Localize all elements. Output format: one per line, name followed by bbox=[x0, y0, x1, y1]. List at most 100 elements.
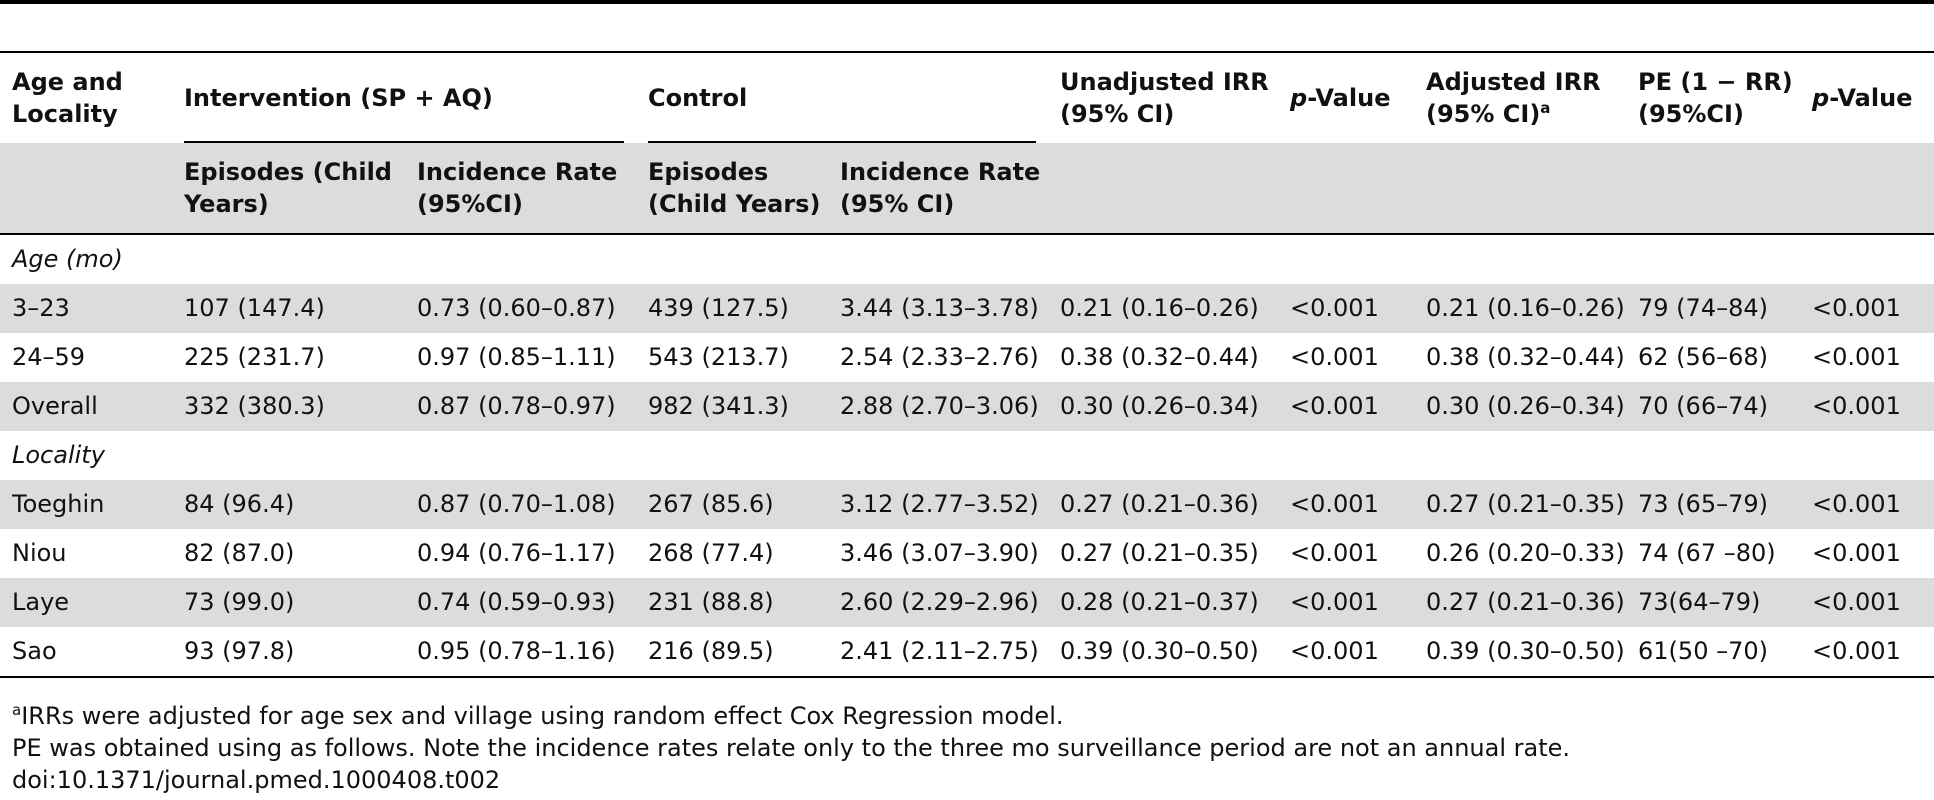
table-cell: 82 (87.0) bbox=[184, 539, 295, 567]
table-cell: <0.001 bbox=[1812, 343, 1901, 371]
section-title: Age (mo) bbox=[12, 245, 123, 273]
table-cell: 982 (341.3) bbox=[636, 382, 829, 431]
table-cell: Laye bbox=[0, 578, 172, 627]
table-cell: 73 (65–79) bbox=[1626, 480, 1801, 529]
table-row: 3–23 107 (147.4) 0.73 (0.60–0.87) 439 (127.… bbox=[0, 284, 1934, 333]
table-cell: 2.88 (2.70–3.06) bbox=[828, 382, 1049, 431]
subheader-blank bbox=[1800, 143, 1934, 234]
table-cell: 0.26 (0.20–0.33) bbox=[1426, 539, 1625, 567]
subheader-blank bbox=[1048, 143, 1279, 234]
table-cell: <0.001 bbox=[1278, 382, 1415, 431]
table-cell: <0.001 bbox=[1290, 343, 1379, 371]
table-cell: 2.60 (2.29–2.96) bbox=[828, 578, 1049, 627]
results-table-container: Age and Locality Intervention (SP + AQ) C… bbox=[0, 51, 1934, 678]
header-row-2: Episodes (Child Years) Incidence Rate (95%… bbox=[0, 143, 1934, 234]
footnote-a: aIRRs were adjusted for age sex and vill… bbox=[12, 701, 1064, 730]
table-cell: 0.95 (0.78–1.16) bbox=[417, 637, 616, 665]
subheader-blank bbox=[1626, 143, 1801, 234]
footnote-pe: PE was obtained using as follows. Note t… bbox=[12, 734, 1571, 762]
table-cell: 225 (231.7) bbox=[184, 343, 325, 371]
table-cell: 0.27 (0.21–0.36) bbox=[1414, 578, 1627, 627]
table-cell: 0.94 (0.76–1.17) bbox=[417, 539, 616, 567]
table-cell: 3–23 bbox=[0, 284, 172, 333]
header-control: Control bbox=[636, 52, 1049, 143]
table-cell: 0.30 (0.26–0.34) bbox=[1048, 382, 1279, 431]
table-cell: 0.74 (0.59–0.93) bbox=[405, 578, 637, 627]
table-cell: Niou bbox=[12, 539, 67, 567]
subheader-blank bbox=[0, 143, 172, 234]
table-cell: <0.001 bbox=[1800, 578, 1934, 627]
table-cell: 543 (213.7) bbox=[648, 343, 789, 371]
table-cell: 73(64–79) bbox=[1626, 578, 1801, 627]
table-cell: Overall bbox=[0, 382, 172, 431]
table-cell: 3.12 (2.77–3.52) bbox=[828, 480, 1049, 529]
header-unadjusted-irr: Unadjusted IRR (95% CI) bbox=[1048, 52, 1279, 143]
table-cell: 3.44 (3.13–3.78) bbox=[828, 284, 1049, 333]
table-cell: <0.001 bbox=[1800, 480, 1934, 529]
table-row: Sao 93 (97.8) 0.95 (0.78–1.16) 216 (89.5) 2.… bbox=[0, 627, 1934, 677]
table-cell: 0.39 (0.30–0.50) bbox=[1060, 637, 1259, 665]
table-row: 24–59 225 (231.7) 0.97 (0.85–1.11) 543 (213… bbox=[0, 333, 1934, 382]
table-cell: 93 (97.8) bbox=[184, 637, 295, 665]
table-cell: 0.21 (0.16–0.26) bbox=[1048, 284, 1279, 333]
table-cell: <0.001 bbox=[1290, 539, 1379, 567]
table-row: Niou 82 (87.0) 0.94 (0.76–1.17) 268 (77.4) 3… bbox=[0, 529, 1934, 578]
header-p-value-2: p-Value bbox=[1800, 52, 1934, 143]
table-cell: Sao bbox=[12, 637, 57, 665]
results-table: Age and Locality Intervention (SP + AQ) C… bbox=[0, 51, 1934, 678]
table-body: Age (mo) 3–23 107 (147.4) 0.73 (0.60–0.87) 4… bbox=[0, 234, 1934, 677]
table-cell: 332 (380.3) bbox=[172, 382, 405, 431]
table-cell: 267 (85.6) bbox=[636, 480, 829, 529]
table-cell: 3.46 (3.07–3.90) bbox=[840, 539, 1039, 567]
subheader-blank bbox=[1414, 143, 1627, 234]
table-cell: <0.001 bbox=[1290, 637, 1379, 665]
table-cell: 231 (88.8) bbox=[636, 578, 829, 627]
table-row: Laye 73 (99.0) 0.74 (0.59–0.93) 231 (88.8) 2… bbox=[0, 578, 1934, 627]
header-row-1: Age and Locality Intervention (SP + AQ) C… bbox=[0, 52, 1934, 143]
header-pe: PE (1 − RR) (95%CI) bbox=[1626, 52, 1801, 143]
table-cell: 439 (127.5) bbox=[636, 284, 829, 333]
table-cell: 0.38 (0.32–0.44) bbox=[1060, 343, 1259, 371]
header-adjusted-irr: Adjusted IRR (95% CI)a bbox=[1414, 52, 1627, 143]
section-row: Age (mo) bbox=[0, 234, 1934, 284]
table-cell: 0.87 (0.78–0.97) bbox=[405, 382, 637, 431]
table-cell: Toeghin bbox=[0, 480, 172, 529]
table-cell: 2.54 (2.33–2.76) bbox=[840, 343, 1039, 371]
subheader-blank bbox=[1278, 143, 1415, 234]
header-intervention: Intervention (SP + AQ) bbox=[172, 52, 637, 143]
table-cell: 70 (66–74) bbox=[1626, 382, 1801, 431]
table-cell: 0.30 (0.26–0.34) bbox=[1414, 382, 1627, 431]
table-cell: 107 (147.4) bbox=[172, 284, 405, 333]
table-cell: <0.001 bbox=[1812, 539, 1901, 567]
header-p-value-1: p-Value bbox=[1278, 52, 1415, 143]
table-cell: 0.39 (0.30–0.50) bbox=[1426, 637, 1625, 665]
top-rule bbox=[0, 0, 1934, 4]
table-cell: <0.001 bbox=[1812, 637, 1901, 665]
table-cell: 0.73 (0.60–0.87) bbox=[405, 284, 637, 333]
table-cell: 0.28 (0.21–0.37) bbox=[1048, 578, 1279, 627]
footnotes: aIRRs were adjusted for age sex and vill… bbox=[12, 700, 1570, 796]
section-title: Locality bbox=[12, 441, 105, 469]
table-cell: <0.001 bbox=[1278, 480, 1415, 529]
table-cell: 0.38 (0.32–0.44) bbox=[1426, 343, 1625, 371]
table-cell: 84 (96.4) bbox=[172, 480, 405, 529]
table-cell: 24–59 bbox=[12, 343, 86, 371]
table-cell: 0.97 (0.85–1.11) bbox=[417, 343, 616, 371]
subheader-ctl-incidence: Incidence Rate (95% CI) bbox=[828, 143, 1049, 234]
table-cell: 74 (67 –80) bbox=[1638, 539, 1776, 567]
table-cell: <0.001 bbox=[1800, 284, 1934, 333]
table-cell: <0.001 bbox=[1800, 382, 1934, 431]
table-cell: 0.87 (0.70–1.08) bbox=[405, 480, 637, 529]
subheader-int-episodes: Episodes (Child Years) bbox=[172, 143, 405, 234]
doi-text: doi:10.1371/journal.pmed.1000408.t002 bbox=[12, 766, 501, 794]
section-row: Locality bbox=[0, 431, 1934, 480]
table-cell: 268 (77.4) bbox=[648, 539, 774, 567]
table-cell: 0.21 (0.16–0.26) bbox=[1414, 284, 1627, 333]
table-cell: <0.001 bbox=[1278, 284, 1415, 333]
table-cell: 0.27 (0.21–0.35) bbox=[1060, 539, 1259, 567]
table-cell: 61(50 –70) bbox=[1638, 637, 1768, 665]
table-cell: 79 (74–84) bbox=[1626, 284, 1801, 333]
table-cell: 0.27 (0.21–0.35) bbox=[1414, 480, 1627, 529]
table-row: Toeghin 84 (96.4) 0.87 (0.70–1.08) 267 (85.… bbox=[0, 480, 1934, 529]
table-cell: 73 (99.0) bbox=[172, 578, 405, 627]
